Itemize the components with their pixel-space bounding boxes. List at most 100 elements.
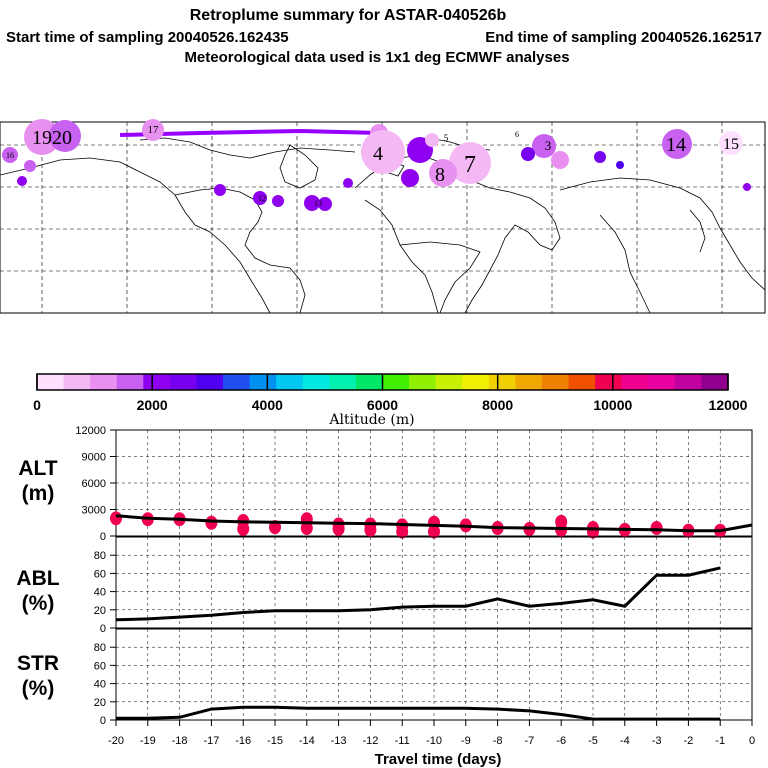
colorbar-tick-label: 10000: [593, 397, 632, 413]
x-tick-label: -14: [299, 735, 315, 747]
x-tick-label: -9: [461, 735, 471, 747]
plume-sample: [396, 524, 409, 539]
x-tick-label: -18: [172, 735, 188, 747]
alt-panel: 12000 9000 6000 3000 0: [75, 425, 753, 543]
x-tick-label: -16: [235, 735, 251, 747]
plume-circle: [551, 151, 569, 169]
plume-sample: [237, 521, 250, 536]
plume-map: 1920 17 4 5 7 8 3 14 15 16 12 13 6: [0, 119, 766, 314]
plume-sample: [587, 524, 599, 539]
colorbar-tick-label: 2000: [137, 397, 168, 413]
abl-ytick-label: 0: [100, 623, 106, 635]
colorbar-swatch: [595, 374, 623, 390]
colorbar-swatch: [435, 374, 463, 390]
str-series-line: [116, 705, 721, 721]
day-label: 13: [314, 199, 322, 208]
abl-label: ABL: [16, 567, 59, 590]
plume-circle: [49, 120, 81, 152]
colorbar-swatch: [169, 374, 197, 390]
day-label: 6: [515, 130, 519, 139]
str-ytick-label: 0: [100, 715, 106, 727]
plume-circle: [214, 184, 226, 196]
day-label: 15: [723, 136, 739, 153]
str-ytick-label: 40: [94, 679, 106, 691]
x-tick-label: -20: [108, 735, 124, 747]
x-tick-label: -15: [267, 735, 283, 747]
colorbar-swatch: [568, 374, 596, 390]
alt-ytick-label: 12000: [75, 425, 106, 437]
colorbar-swatch: [63, 374, 91, 390]
str-ytick-label: 80: [94, 642, 106, 654]
colorbar-swatch: [355, 374, 383, 390]
day-label: 8: [435, 164, 445, 186]
plume-circle: [743, 183, 751, 191]
plume-circle: [425, 133, 439, 147]
x-axis-title: Travel time (days): [375, 751, 502, 768]
day-label: 16: [6, 151, 14, 160]
alt-series-line: [115, 514, 753, 533]
colorbar-swatch: [196, 374, 224, 390]
plume-circle: [304, 195, 320, 211]
abl-ytick-label: 60: [94, 568, 106, 580]
alt-label: ALT: [18, 457, 57, 480]
day-label: 12: [258, 194, 266, 203]
plume-sample: [364, 522, 377, 537]
alt-ytick-label: 6000: [82, 478, 106, 490]
x-tick-label: -13: [331, 735, 347, 747]
colorbar-swatch: [488, 374, 516, 390]
colorbar-tick-label: 8000: [482, 397, 513, 413]
colorbar-swatch: [90, 374, 118, 390]
plume-circle: [2, 147, 18, 163]
colorbar-swatch: [329, 374, 357, 390]
str-label: STR: [17, 652, 59, 675]
colorbar-title: Altitude (m): [328, 412, 414, 428]
alt-ytick-label: 0: [100, 531, 106, 543]
plume-circle: [521, 147, 535, 161]
day-label: 5: [444, 133, 449, 143]
x-tick-label: -10: [426, 735, 442, 747]
plume-circle: [343, 178, 353, 188]
x-tick-label: -19: [140, 735, 156, 747]
day-label: 3: [545, 138, 552, 153]
colorbar-swatch: [382, 374, 410, 390]
colorbar-swatch: [116, 374, 144, 390]
x-tick-label: -2: [684, 735, 694, 747]
abl-panel: 80 60 40 20 0: [94, 536, 753, 635]
plume-circle: [429, 159, 457, 187]
x-tick-label: -12: [362, 735, 378, 747]
colorbar-swatch: [541, 374, 570, 390]
colorbar-swatch: [302, 374, 330, 390]
x-tick-label: -4: [620, 735, 630, 747]
plume-sample: [205, 515, 218, 530]
x-tick-label: -6: [556, 735, 566, 747]
plume-circle: [361, 130, 405, 174]
x-tick-label: 0: [749, 735, 755, 747]
x-tick-label: -17: [203, 735, 219, 747]
str-ytick-label: 20: [94, 697, 106, 709]
colorbar-swatch: [143, 374, 171, 390]
abl-ytick-label: 80: [94, 550, 106, 562]
plume-circles: [2, 119, 751, 211]
colorbar-swatch: [648, 374, 676, 390]
colorbar-tick-label: 0: [33, 397, 41, 413]
day-label: 14: [666, 134, 686, 156]
alt-ytick-label: 3000: [82, 505, 106, 517]
plume-sample: [650, 521, 663, 536]
x-tick-label: -7: [525, 735, 535, 747]
alt-unit: (m): [22, 482, 55, 505]
plume-circle: [142, 119, 164, 141]
plume-circle: [318, 197, 332, 211]
x-axis: -20 -19 -18 -17 -16 -15 -14 -13 -12 -11 -10 -9 -8 -7-…: [108, 720, 755, 747]
alt-ytick-label: 9000: [82, 452, 106, 464]
plume-circle: [616, 161, 624, 169]
colorbar-tick-label: 4000: [252, 397, 283, 413]
met-data-label: Meteorological data used is 1x1 deg ECMW…: [184, 49, 569, 66]
colorbar-swatch: [249, 374, 277, 390]
colorbar-swatch: [674, 374, 702, 390]
plume-circle: [17, 176, 27, 186]
abl-unit: (%): [22, 592, 55, 615]
colorbar-swatch: [621, 374, 649, 390]
x-tick-label: -1: [715, 735, 725, 747]
day-label: 4: [373, 143, 383, 165]
